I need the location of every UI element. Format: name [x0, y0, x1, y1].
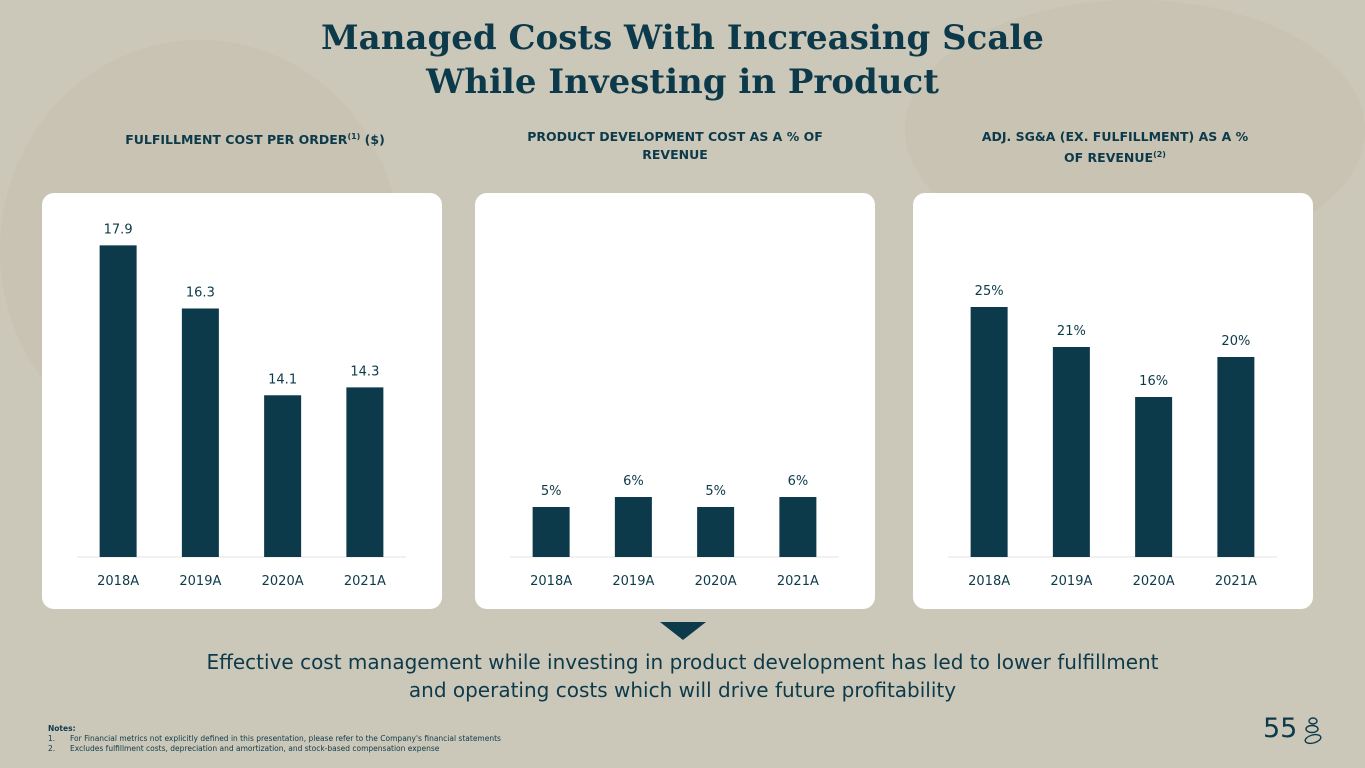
x-tick-label: 2021A [1215, 574, 1257, 589]
bar-2018A [970, 307, 1008, 557]
conclusion-line-1: Effective cost management while investin… [206, 650, 1159, 674]
page-title: Managed Costs With Increasing Scale Whil… [0, 16, 1365, 104]
x-tick-label: 2019A [179, 574, 221, 589]
x-tick-label: 2019A [612, 574, 654, 589]
x-tick-label: 2020A [695, 574, 737, 589]
chart-card-fulfillment: 17.9 2018A 16.3 2019A 14.1 2020A 14.3 2021A [42, 193, 442, 609]
down-arrow-icon [660, 622, 706, 640]
note-item: 1. For Financial metrics not explicitly d… [48, 734, 748, 744]
chart-1-title-unit: ($) [360, 132, 385, 148]
x-tick-label: 2020A [1133, 574, 1175, 589]
bar-2021A [346, 387, 384, 557]
company-logo-icon [1304, 717, 1322, 745]
x-tick-label: 2018A [530, 574, 572, 589]
x-tick-label: 2018A [968, 574, 1010, 589]
chart-1-title-text: FULFILLMENT COST PER ORDER [125, 132, 348, 148]
title-line-1: Managed Costs With Increasing Scale [321, 18, 1044, 58]
bar-2019A [614, 497, 652, 557]
chart-1-title: FULFILLMENT COST PER ORDER(1) ($) [55, 128, 455, 149]
bar-2020A [1135, 397, 1173, 557]
notes-heading: Notes: [48, 724, 76, 733]
bar-2021A [779, 497, 817, 557]
data-label: 20% [1221, 334, 1250, 349]
fulfillment-bar-chart: 17.9 2018A 16.3 2019A 14.1 2020A 14.3 2021A [77, 222, 406, 589]
data-label: 6% [788, 474, 809, 489]
chart-card-product-dev: 5% 2018A 6% 2019A 5% 2020A 6% 2021A [475, 193, 875, 609]
x-tick-label: 2019A [1050, 574, 1092, 589]
x-tick-label: 2018A [97, 574, 139, 589]
bar-2018A [99, 245, 137, 558]
chart-2-title: PRODUCT DEVELOPMENT COST AS A % OF REVEN… [475, 128, 875, 164]
notes: Notes: 1. For Financial metrics not expli… [48, 724, 748, 754]
conclusion-line-2: and operating costs which will drive fut… [408, 678, 957, 702]
chart-card-sga: 25% 2018A 21% 2019A 16% 2020A 20% 2021A [913, 193, 1313, 609]
note-number: 2. [48, 744, 56, 753]
bar-2021A [1217, 357, 1255, 557]
data-label: 6% [623, 474, 644, 489]
conclusion-text: Effective cost management while investin… [0, 648, 1365, 704]
bar-2020A [264, 395, 302, 557]
note-text: Excludes fulfillment costs, depreciation… [70, 744, 440, 753]
chart-2-title-text: PRODUCT DEVELOPMENT COST AS A % OF REVEN… [527, 129, 823, 162]
note-item: 2. Excludes fulfillment costs, depreciati… [48, 744, 748, 754]
product-dev-bar-chart: 5% 2018A 6% 2019A 5% 2020A 6% 2021A [510, 474, 839, 589]
data-label: 5% [541, 484, 562, 499]
chart-3-title-text: ADJ. SG&A (EX. FULFILLMENT) AS A % OF RE… [981, 129, 1249, 166]
footnote-ref: (1) [347, 132, 361, 141]
data-label: 5% [705, 484, 726, 499]
bar-2019A [1052, 347, 1090, 557]
data-label: 14.1 [268, 372, 297, 387]
data-label: 16% [1139, 374, 1168, 389]
data-label: 21% [1057, 324, 1086, 339]
data-label: 17.9 [104, 222, 133, 237]
bar-2018A [532, 507, 570, 557]
note-number: 1. [48, 734, 56, 743]
data-label: 25% [975, 284, 1004, 299]
data-label: 16.3 [186, 285, 215, 300]
sga-bar-chart: 25% 2018A 21% 2019A 16% 2020A 20% 2021A [948, 284, 1277, 589]
title-line-2: While Investing in Product [426, 62, 939, 102]
data-label: 14.3 [350, 364, 379, 379]
x-tick-label: 2021A [344, 574, 386, 589]
bar-2020A [697, 507, 735, 557]
x-tick-label: 2021A [777, 574, 819, 589]
x-tick-label: 2020A [262, 574, 304, 589]
page-number: 55 [1263, 713, 1298, 744]
footnote-ref: (2) [1153, 150, 1166, 159]
note-text: For Financial metrics not explicitly def… [70, 734, 501, 743]
bar-2019A [181, 308, 219, 557]
chart-3-title: ADJ. SG&A (EX. FULFILLMENT) AS A % OF RE… [915, 128, 1315, 167]
